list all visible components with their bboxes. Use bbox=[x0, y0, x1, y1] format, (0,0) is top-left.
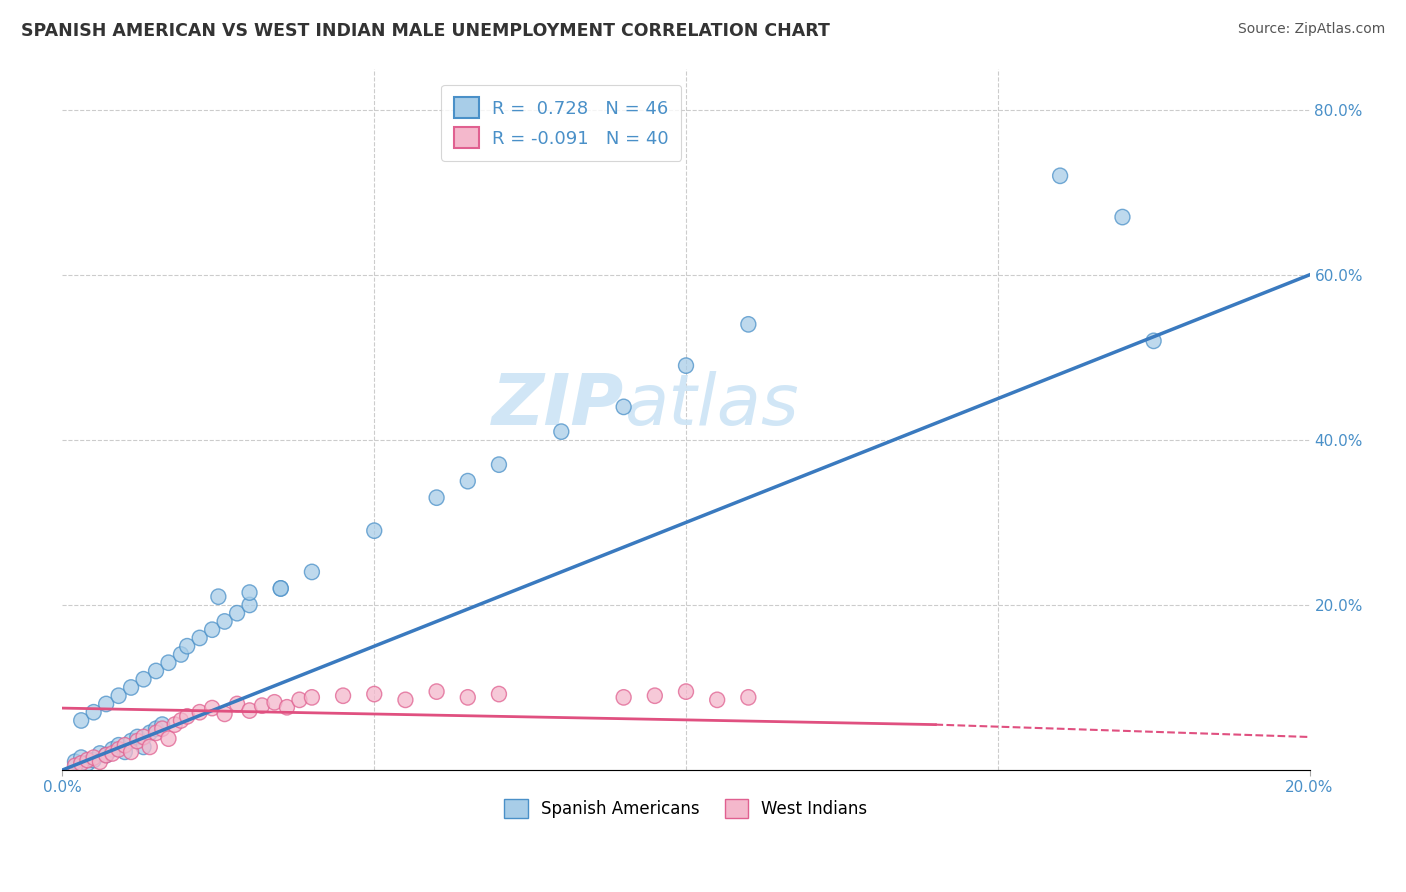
Ellipse shape bbox=[679, 684, 693, 699]
Ellipse shape bbox=[305, 690, 319, 705]
Ellipse shape bbox=[162, 731, 176, 747]
Ellipse shape bbox=[367, 523, 382, 539]
Text: ZIP: ZIP bbox=[492, 371, 624, 440]
Ellipse shape bbox=[429, 684, 444, 699]
Ellipse shape bbox=[117, 744, 132, 760]
Legend: Spanish Americans, West Indians: Spanish Americans, West Indians bbox=[498, 792, 875, 825]
Ellipse shape bbox=[205, 700, 219, 715]
Ellipse shape bbox=[193, 705, 207, 720]
Ellipse shape bbox=[142, 725, 157, 740]
Ellipse shape bbox=[73, 713, 89, 728]
Ellipse shape bbox=[336, 688, 350, 704]
Ellipse shape bbox=[1053, 168, 1067, 184]
Ellipse shape bbox=[149, 664, 163, 679]
Ellipse shape bbox=[124, 733, 139, 748]
Ellipse shape bbox=[98, 747, 114, 763]
Ellipse shape bbox=[741, 690, 756, 705]
Ellipse shape bbox=[180, 639, 194, 654]
Ellipse shape bbox=[149, 725, 163, 740]
Ellipse shape bbox=[93, 746, 107, 761]
Ellipse shape bbox=[616, 399, 631, 415]
Ellipse shape bbox=[173, 647, 188, 662]
Ellipse shape bbox=[229, 606, 245, 621]
Ellipse shape bbox=[67, 754, 83, 770]
Ellipse shape bbox=[155, 721, 170, 737]
Ellipse shape bbox=[679, 358, 693, 374]
Ellipse shape bbox=[367, 686, 382, 702]
Ellipse shape bbox=[429, 490, 444, 506]
Ellipse shape bbox=[217, 614, 232, 629]
Text: atlas: atlas bbox=[624, 371, 799, 440]
Ellipse shape bbox=[129, 733, 145, 748]
Ellipse shape bbox=[111, 738, 127, 753]
Ellipse shape bbox=[292, 692, 307, 707]
Ellipse shape bbox=[167, 717, 183, 732]
Ellipse shape bbox=[242, 598, 257, 613]
Ellipse shape bbox=[105, 746, 120, 761]
Ellipse shape bbox=[80, 756, 96, 771]
Ellipse shape bbox=[80, 752, 96, 768]
Ellipse shape bbox=[273, 581, 288, 596]
Ellipse shape bbox=[124, 744, 139, 760]
Ellipse shape bbox=[1146, 333, 1161, 349]
Ellipse shape bbox=[229, 697, 245, 712]
Ellipse shape bbox=[105, 741, 120, 757]
Ellipse shape bbox=[267, 695, 283, 710]
Ellipse shape bbox=[273, 581, 288, 596]
Ellipse shape bbox=[67, 758, 83, 773]
Ellipse shape bbox=[73, 756, 89, 771]
Ellipse shape bbox=[73, 750, 89, 765]
Text: Source: ZipAtlas.com: Source: ZipAtlas.com bbox=[1237, 22, 1385, 37]
Ellipse shape bbox=[136, 672, 150, 687]
Ellipse shape bbox=[98, 697, 114, 712]
Ellipse shape bbox=[86, 752, 101, 768]
Ellipse shape bbox=[149, 721, 163, 737]
Ellipse shape bbox=[193, 631, 207, 646]
Ellipse shape bbox=[124, 680, 139, 695]
Ellipse shape bbox=[155, 717, 170, 732]
Ellipse shape bbox=[647, 688, 662, 704]
Ellipse shape bbox=[142, 739, 157, 755]
Ellipse shape bbox=[86, 750, 101, 765]
Ellipse shape bbox=[616, 690, 631, 705]
Ellipse shape bbox=[111, 741, 127, 757]
Ellipse shape bbox=[211, 589, 226, 605]
Ellipse shape bbox=[136, 730, 150, 745]
Ellipse shape bbox=[280, 699, 294, 715]
Ellipse shape bbox=[173, 713, 188, 728]
Ellipse shape bbox=[129, 730, 145, 745]
Ellipse shape bbox=[305, 565, 319, 580]
Ellipse shape bbox=[205, 622, 219, 638]
Ellipse shape bbox=[460, 690, 475, 705]
Ellipse shape bbox=[492, 457, 506, 473]
Ellipse shape bbox=[117, 738, 132, 753]
Ellipse shape bbox=[554, 424, 569, 440]
Ellipse shape bbox=[98, 747, 114, 763]
Ellipse shape bbox=[242, 703, 257, 718]
Ellipse shape bbox=[217, 706, 232, 722]
Ellipse shape bbox=[741, 317, 756, 332]
Ellipse shape bbox=[162, 655, 176, 671]
Ellipse shape bbox=[242, 585, 257, 600]
Ellipse shape bbox=[254, 698, 270, 714]
Ellipse shape bbox=[136, 739, 150, 755]
Ellipse shape bbox=[111, 688, 127, 704]
Ellipse shape bbox=[93, 754, 107, 770]
Ellipse shape bbox=[1115, 210, 1130, 225]
Ellipse shape bbox=[710, 692, 724, 707]
Text: SPANISH AMERICAN VS WEST INDIAN MALE UNEMPLOYMENT CORRELATION CHART: SPANISH AMERICAN VS WEST INDIAN MALE UNE… bbox=[21, 22, 830, 40]
Ellipse shape bbox=[398, 692, 413, 707]
Ellipse shape bbox=[492, 686, 506, 702]
Ellipse shape bbox=[86, 705, 101, 720]
Ellipse shape bbox=[460, 474, 475, 489]
Ellipse shape bbox=[180, 708, 194, 724]
